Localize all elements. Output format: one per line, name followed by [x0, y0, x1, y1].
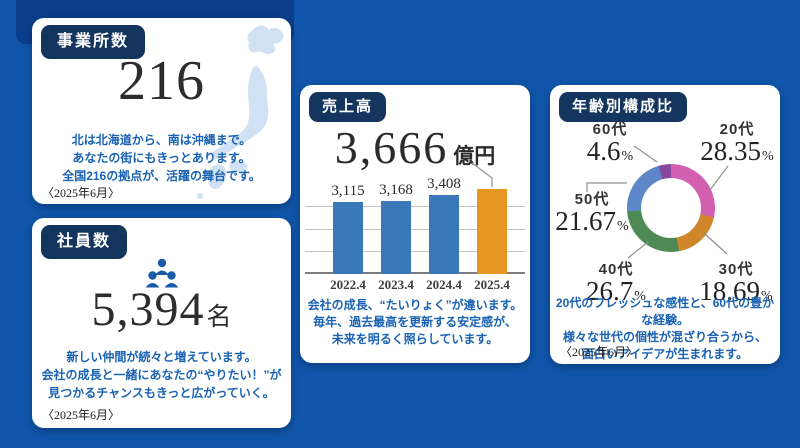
bar-value-label: 3,408	[427, 176, 461, 192]
age-group-name: 60代	[592, 121, 628, 138]
offices-desc-line: 全国216の拠点が、活躍の舞台です。	[62, 169, 261, 183]
bar-2025.4	[468, 186, 516, 274]
age-group-name: 20代	[719, 121, 755, 138]
age-description: 20代のフレッシュな感性と、60代の豊かな経験。 様々な世代の個性が混ざり合うか…	[550, 295, 780, 363]
employees-unit: 名	[206, 304, 232, 331]
offices-count: 216	[118, 50, 205, 112]
japan-map-icon	[197, 25, 284, 199]
offices-card: 事業所数 216 北は北海道から、南は沖縄まで。 あなたの街にもきっとあります。…	[32, 18, 291, 204]
x-axis-label: 2024.4	[426, 277, 462, 292]
age-group-percent: 28.35%	[700, 136, 774, 166]
age-group-name: 50代	[574, 191, 610, 208]
age-group-percent: 4.6%	[586, 136, 634, 166]
bar-2022.4: 3,115	[324, 184, 372, 274]
age-badge: 年齢別構成比	[559, 92, 688, 122]
sales-value: 3,666	[334, 122, 449, 173]
bar	[381, 201, 411, 274]
gridline	[305, 229, 525, 230]
gridline	[305, 251, 525, 252]
employees-count-row: 5,394名	[32, 282, 291, 337]
people-icon	[145, 258, 178, 288]
bar	[429, 195, 459, 274]
x-axis-label: 2023.4	[378, 277, 414, 292]
age-desc-line: 20代のフレッシュな感性と、60代の豊かな経験。	[555, 296, 775, 327]
offices-badge: 事業所数	[41, 25, 146, 59]
age-group-percent: 18.69%	[699, 276, 773, 306]
x-axis-labels: 2022.4 2023.4 2024.4 2025.4	[305, 277, 530, 293]
age-label-20s: 20代 28.35%	[687, 121, 780, 170]
sales-bar-chart: 3,115 3,168 3,408	[305, 177, 525, 274]
bar-value-label: 3,168	[379, 182, 413, 198]
employees-description: 新しい仲間が続々と増えています。 会社の成長と一緒にあなたの“やりたい！”が 見…	[32, 348, 291, 402]
sales-description: 会社の成長、“たいりょく”が違います。 毎年、過去最高を更新する安定感が、 未来…	[300, 297, 530, 348]
bar	[477, 189, 507, 274]
age-group-percent: 21.67%	[555, 206, 629, 236]
age-label-50s: 50代 21.67%	[550, 191, 640, 240]
employees-card: 社員数 5,394名 新しい仲間が続々と増えています。 会社の成長と一緒にあなた…	[32, 218, 291, 428]
bar-2023.4: 3,168	[372, 183, 420, 274]
sales-badge: 売上高	[309, 92, 387, 122]
employees-badge: 社員数	[41, 225, 128, 259]
gridline	[305, 206, 525, 207]
age-date-note: 〈2025年6月〉	[560, 345, 639, 359]
bar	[333, 202, 363, 274]
age-desc-line: 面白いアイデアが生まれます。	[581, 347, 749, 361]
axis-baseline	[305, 272, 525, 274]
age-label-40s: 40代 26.7%	[566, 261, 666, 310]
x-axis-label: 2025.4	[474, 277, 510, 292]
offices-desc-line: あなたの街にもきっとあります。	[72, 151, 251, 165]
age-label-60s: 60代 4.6%	[560, 121, 660, 170]
bars-row: 3,115 3,168 3,408	[305, 162, 516, 274]
sales-desc-line: 毎年、過去最高を更新する安定感が、	[313, 315, 517, 329]
x-axis-label: 2022.4	[330, 277, 366, 292]
age-desc-line: 様々な世代の個性が混ざり合うから、	[562, 330, 767, 344]
bar-2024.4: 3,408	[420, 177, 468, 274]
offices-date-note: 〈2025年6月〉	[42, 186, 121, 200]
employees-desc-line: 会社の成長と一緒にあなたの“やりたい！”が	[41, 368, 282, 382]
age-group-percent: 26.7%	[586, 276, 646, 306]
age-label-30s: 30代 18.69%	[686, 261, 780, 310]
age-group-name: 30代	[718, 261, 754, 278]
employees-desc-line: 見つかるチャンスもきっと広がっていく。	[48, 386, 275, 400]
employees-desc-line: 新しい仲間が続々と増えています。	[66, 350, 257, 364]
age-composition-card: 年齢別構成比 60代 4.6% 20代 28.35% 50代 21.67% 40…	[550, 85, 780, 364]
age-group-name: 40代	[598, 261, 634, 278]
sales-headline: 3,666 億円	[300, 121, 530, 174]
sales-card: 売上高 3,666 億円 3,115 3,168 3,408 2022.4 2023.…	[300, 85, 530, 363]
employees-count: 5,394	[91, 283, 205, 336]
age-donut-chart	[627, 164, 715, 252]
employees-date-note: 〈2025年6月〉	[42, 408, 121, 422]
bar-value-label: 3,115	[331, 183, 365, 199]
sales-desc-line: 未来を明るく照らしています。	[331, 332, 499, 346]
sales-desc-line: 会社の成長、“たいりょく”が違います。	[307, 298, 523, 312]
offices-description: 北は北海道から、南は沖縄まで。 あなたの街にもきっとあります。 全国216の拠点…	[32, 131, 291, 185]
sales-unit: 億円	[453, 145, 496, 168]
offices-desc-line: 北は北海道から、南は沖縄まで。	[71, 133, 252, 147]
